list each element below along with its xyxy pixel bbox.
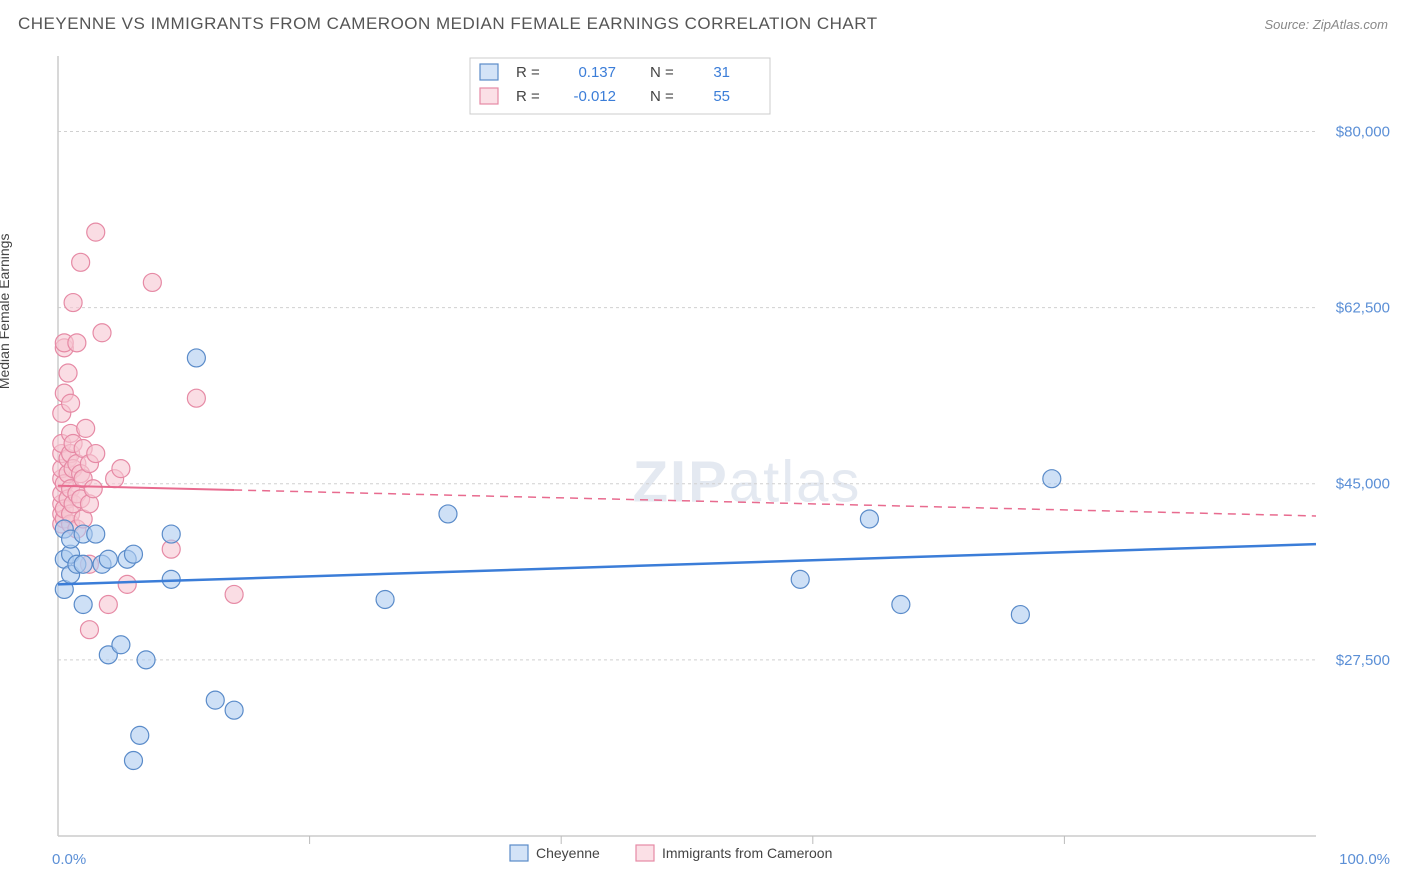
scatter-point-blue	[225, 701, 243, 719]
scatter-point-blue	[860, 510, 878, 528]
legend-swatch-blue	[480, 64, 498, 80]
scatter-point-blue	[112, 636, 130, 654]
scatter-point-blue	[99, 550, 117, 568]
scatter-point-pink	[72, 253, 90, 271]
scatter-point-blue	[124, 545, 142, 563]
watermark: ZIPatlas	[633, 450, 862, 515]
legend-n-label: N =	[650, 88, 674, 105]
scatter-point-blue	[892, 596, 910, 614]
scatter-point-blue	[1011, 606, 1029, 624]
scatter-point-pink	[87, 445, 105, 463]
scatter-point-pink	[187, 389, 205, 407]
scatter-point-pink	[99, 596, 117, 614]
legend-r-value: 0.137	[578, 64, 616, 81]
scatter-point-blue	[791, 570, 809, 588]
scatter-point-pink	[143, 273, 161, 291]
legend-swatch-pink	[480, 88, 498, 104]
scatter-point-pink	[77, 419, 95, 437]
scatter-point-pink	[64, 294, 82, 312]
scatter-point-blue	[1043, 470, 1061, 488]
scatter-point-pink	[93, 324, 111, 342]
scatter-point-blue	[74, 596, 92, 614]
legend-bottom-label: Immigrants from Cameroon	[662, 845, 832, 861]
chart-header: CHEYENNE VS IMMIGRANTS FROM CAMEROON MED…	[10, 10, 1396, 44]
legend-n-value: 55	[713, 88, 730, 105]
scatter-point-pink	[59, 364, 77, 382]
y-axis-label: Median Female Earnings	[0, 234, 12, 390]
chart-title: CHEYENNE VS IMMIGRANTS FROM CAMEROON MED…	[18, 14, 878, 34]
trend-blue-solid	[58, 544, 1316, 584]
legend-r-label: R =	[516, 64, 540, 81]
scatter-point-pink	[80, 621, 98, 639]
scatter-point-blue	[162, 525, 180, 543]
scatter-point-pink	[118, 575, 136, 593]
legend-bottom-label: Cheyenne	[536, 845, 600, 861]
chart-area: Median Female Earnings ZIPatlas$27,500$4…	[10, 44, 1396, 874]
scatter-point-blue	[87, 525, 105, 543]
scatter-point-pink	[112, 460, 130, 478]
source-attribution: Source: ZipAtlas.com	[1264, 17, 1388, 32]
x-tick-label: 100.0%	[1339, 851, 1390, 868]
legend-bottom-swatch-blue	[510, 845, 528, 861]
y-tick-label: $62,500	[1336, 300, 1390, 317]
scatter-point-blue	[137, 651, 155, 669]
legend-r-label: R =	[516, 88, 540, 105]
scatter-point-pink	[62, 394, 80, 412]
legend-r-value: -0.012	[573, 88, 616, 105]
scatter-point-blue	[187, 349, 205, 367]
scatter-point-pink	[225, 585, 243, 603]
legend-bottom-swatch-pink	[636, 845, 654, 861]
scatter-point-blue	[124, 752, 142, 770]
legend-n-value: 31	[713, 64, 730, 81]
source-name: ZipAtlas.com	[1313, 17, 1388, 32]
scatter-point-pink	[84, 480, 102, 498]
y-tick-label: $27,500	[1336, 652, 1390, 669]
scatter-point-pink	[68, 334, 86, 352]
x-tick-label: 0.0%	[52, 851, 86, 868]
legend-n-label: N =	[650, 64, 674, 81]
scatter-point-blue	[74, 555, 92, 573]
scatter-point-blue	[439, 505, 457, 523]
source-prefix: Source:	[1264, 17, 1312, 32]
scatter-point-blue	[376, 590, 394, 608]
scatter-chart: ZIPatlas $27,500 $45,000 $62,500 $80,000 0.0%…	[10, 44, 1396, 874]
y-tick-label: $45,000	[1336, 476, 1390, 493]
scatter-point-blue	[131, 726, 149, 744]
scatter-point-blue	[206, 691, 224, 709]
scatter-point-pink	[87, 223, 105, 241]
y-tick-label: $80,000	[1336, 123, 1390, 140]
